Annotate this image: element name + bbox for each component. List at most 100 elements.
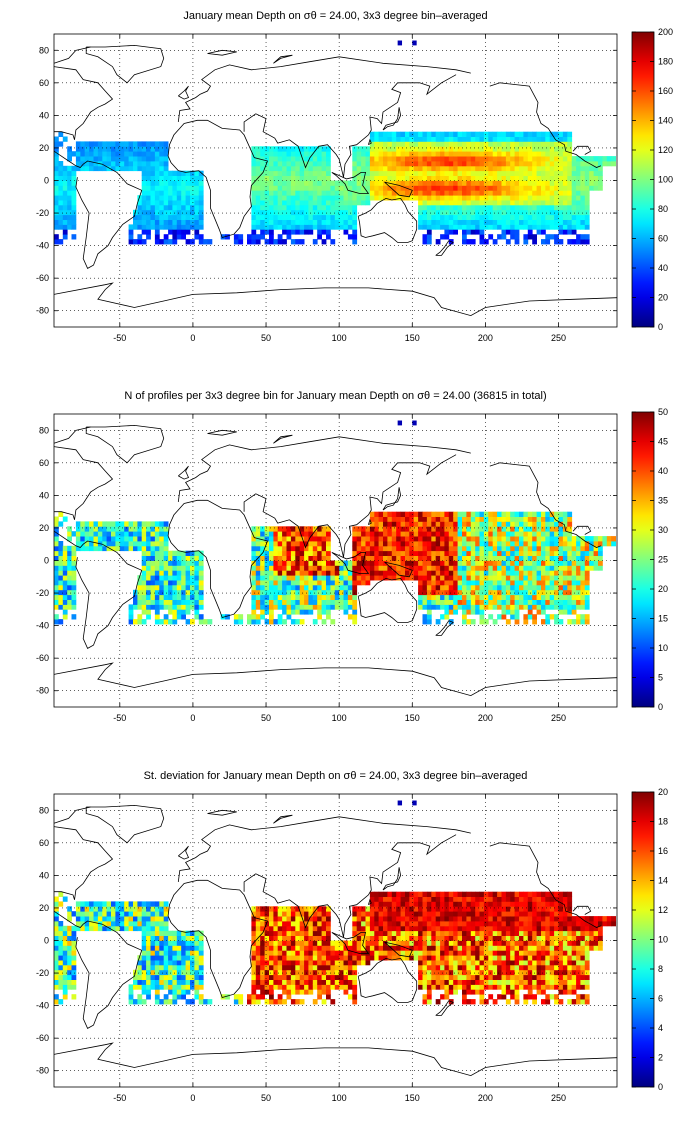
heatmap-cell [593, 550, 599, 556]
heatmap-cell [378, 935, 384, 941]
heatmap-cell [269, 526, 274, 532]
heatmap-cell [282, 224, 287, 230]
heatmap-cell [453, 219, 458, 225]
heatmap-cell [356, 156, 362, 162]
heatmap-cell [58, 239, 64, 245]
heatmap-cell [558, 555, 564, 561]
heatmap-cell [356, 945, 362, 951]
heatmap-cell [532, 239, 537, 245]
heatmap-cell [444, 526, 450, 532]
heatmap-cell [137, 195, 143, 201]
heatmap-cell [185, 999, 191, 1005]
heatmap-cell [391, 916, 397, 922]
heatmap-cell [93, 161, 99, 167]
heatmap-cell [378, 190, 384, 196]
heatmap-cell [541, 156, 546, 162]
heatmap-cell [330, 580, 336, 586]
heatmap-cell [58, 195, 64, 201]
heatmap-cell [299, 950, 305, 956]
heatmap-cell [549, 555, 555, 561]
heatmap-cell [567, 619, 573, 625]
heatmap-cell [290, 974, 296, 980]
heatmap-cell [505, 609, 511, 615]
heatmap-cell [519, 604, 524, 610]
heatmap-cell [519, 565, 524, 571]
heatmap-cell [418, 180, 423, 186]
heatmap-cell [299, 151, 305, 157]
heatmap-cell [492, 560, 498, 566]
heatmap-cell [426, 545, 432, 552]
heatmap-cell [462, 589, 467, 596]
heatmap-cell [334, 960, 340, 966]
heatmap-cell [554, 511, 559, 517]
heatmap-cell [391, 516, 397, 522]
heatmap-cell [374, 940, 380, 946]
heatmap-cell [176, 195, 182, 201]
heatmap-cell [514, 161, 520, 167]
heatmap-cell [501, 170, 507, 176]
heatmap-cell [400, 151, 406, 157]
heatmap-cell [334, 214, 340, 220]
heatmap-cell [400, 136, 406, 142]
heatmap-cell [106, 536, 112, 542]
heatmap-cell [352, 930, 358, 936]
heatmap-cell [527, 219, 533, 225]
heatmap-cell [62, 584, 68, 591]
heatmap-cell [475, 180, 480, 186]
heatmap-cell [330, 575, 336, 581]
heatmap-cell [141, 536, 147, 542]
heatmap-cell [374, 151, 380, 157]
heatmap-cell [479, 526, 485, 532]
heatmap-cell [347, 964, 353, 971]
heatmap-cell [286, 170, 292, 176]
heatmap-cell [554, 209, 559, 216]
heatmap-cell [159, 545, 165, 552]
heatmap-cell [330, 204, 336, 211]
heatmap-cell [541, 541, 546, 547]
heatmap-cell [400, 161, 406, 167]
heatmap-cell [453, 195, 458, 201]
heatmap-cell [369, 906, 375, 912]
heatmap-cell [290, 911, 296, 917]
heatmap-cell [470, 575, 476, 581]
heatmap-cell [312, 185, 318, 191]
heatmap-cell [269, 609, 274, 615]
heatmap-cell [356, 940, 362, 946]
heatmap-cell [418, 511, 423, 517]
heatmap-cell [448, 511, 454, 517]
heatmap-cell [286, 229, 292, 235]
heatmap-cell [176, 594, 182, 600]
heatmap-cell [413, 146, 419, 152]
heatmap-cell [536, 180, 542, 186]
heatmap-cell [181, 195, 186, 201]
heatmap-cell [580, 204, 586, 211]
heatmap-cell [137, 974, 143, 980]
heatmap-cell [290, 584, 296, 591]
heatmap-cell [277, 180, 283, 186]
heatmap-cell [321, 940, 327, 946]
heatmap-cell [418, 584, 423, 591]
heatmap-cell [194, 964, 200, 971]
heatmap-cell [264, 185, 270, 191]
heatmap-cell [146, 536, 151, 542]
heatmap-cell [519, 209, 524, 216]
heatmap-cell [312, 224, 318, 230]
heatmap-cell [418, 550, 423, 556]
heatmap-cell [282, 925, 287, 932]
coastline [178, 465, 190, 480]
heatmap-cell [115, 156, 121, 162]
heatmap-cell [554, 190, 559, 196]
heatmap-cell [317, 589, 322, 596]
heatmap-cell [326, 234, 331, 240]
x-tick-label: 150 [405, 333, 420, 343]
heatmap-cell [295, 565, 301, 571]
heatmap-cell [440, 219, 445, 225]
heatmap-cell [62, 969, 68, 976]
heatmap-cell [347, 560, 353, 566]
heatmap-cell [562, 141, 568, 147]
heatmap-cell [554, 180, 559, 186]
heatmap-cell [492, 570, 498, 576]
heatmap-cell [462, 511, 467, 517]
heatmap-cell [536, 185, 542, 191]
heatmap-cell [501, 511, 507, 517]
